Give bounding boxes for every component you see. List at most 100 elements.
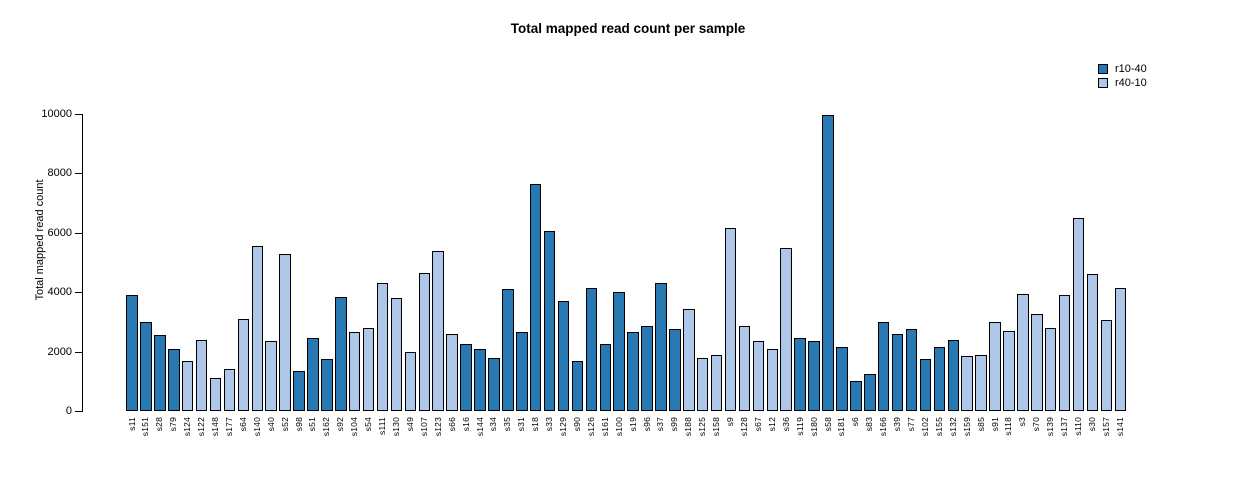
x-axis-label-s125: s125	[697, 417, 708, 437]
bar-s40	[265, 341, 277, 411]
bar-s98	[293, 371, 305, 411]
bar-s79	[168, 349, 180, 411]
x-axis-label-s161: s161	[599, 417, 610, 437]
bar-s139	[1044, 328, 1057, 411]
bar-s51	[307, 338, 319, 411]
bar-s64	[237, 319, 250, 411]
bar-s18	[529, 184, 542, 411]
x-axis-label-s64: s64	[237, 417, 248, 432]
y-tick-label: 6000	[47, 226, 72, 239]
bar-s16	[460, 344, 472, 411]
x-axis-label-s30: s30	[1086, 417, 1097, 432]
x-axis-label-s100: s100	[613, 417, 624, 437]
bar-s6	[850, 381, 862, 411]
bar-s91	[989, 322, 1001, 411]
x-axis-label-s159: s159	[961, 417, 972, 437]
bar-s83	[864, 374, 876, 411]
x-axis-label-s123: s123	[432, 417, 443, 437]
x-axis-label-s28: s28	[154, 417, 165, 432]
x-axis-label-s151: s151	[140, 417, 151, 437]
x-axis-label-s130: s130	[390, 417, 401, 437]
bar-s37	[655, 283, 667, 411]
bar-s128	[738, 326, 751, 411]
x-axis-label-s166: s166	[878, 417, 889, 437]
legend-swatch-r10-40	[1098, 64, 1108, 74]
x-axis-label-s12: s12	[766, 417, 777, 432]
legend: r10-40 r40-10	[1098, 62, 1147, 90]
bar-s158	[710, 355, 723, 411]
bar-s144	[474, 349, 486, 411]
x-axis-label-s107: s107	[418, 417, 429, 437]
bar-s129	[557, 301, 570, 411]
bar-s102	[919, 359, 932, 411]
bar-s110	[1072, 218, 1085, 411]
bar-s141	[1114, 288, 1127, 411]
x-axis-label-s77: s77	[906, 417, 917, 432]
x-axis-label-s67: s67	[752, 417, 763, 432]
bar-s123	[432, 251, 444, 411]
bar-s9	[724, 228, 737, 411]
x-axis-label-s36: s36	[780, 417, 791, 432]
bar-s126	[585, 288, 598, 411]
x-axis-label-s40: s40	[265, 417, 276, 432]
x-axis-label-s37: s37	[655, 417, 666, 432]
x-axis-label-s91: s91	[989, 417, 1000, 432]
x-axis-label-s49: s49	[404, 417, 415, 432]
bar-s148	[209, 378, 222, 411]
x-axis-label-s104: s104	[349, 417, 360, 437]
bar-s180	[808, 341, 820, 411]
bar-s151	[140, 322, 152, 411]
bar-s159	[961, 356, 973, 411]
x-axis-label-s98: s98	[293, 417, 304, 432]
x-axis-label-s177: s177	[223, 417, 234, 437]
x-axis-label-s144: s144	[474, 417, 485, 437]
x-axis-label-s3: s3	[1017, 417, 1028, 427]
x-axis-label-s126: s126	[585, 417, 596, 437]
bar-s104	[348, 332, 361, 411]
bar-s181	[836, 347, 848, 411]
bar-s155	[933, 347, 946, 411]
x-axis-label-s157: s157	[1100, 417, 1111, 437]
x-axis-label-s181: s181	[836, 417, 847, 437]
x-axis-label-s83: s83	[864, 417, 875, 432]
y-tick	[75, 292, 82, 294]
x-axis-label-s99: s99	[669, 417, 680, 432]
x-axis-label-s58: s58	[822, 417, 833, 432]
legend-label-r40-10: r40-10	[1115, 77, 1147, 89]
x-axis-label-s188: s188	[683, 417, 694, 437]
x-axis-label-s11: s11	[126, 417, 137, 431]
bar-s33	[543, 231, 556, 411]
bar-s157	[1100, 320, 1113, 411]
x-axis-label-s180: s180	[808, 417, 819, 437]
bar-s125	[696, 358, 709, 411]
bar-s111	[376, 283, 389, 411]
x-axis-label-s124: s124	[182, 417, 193, 437]
bar-s70	[1031, 314, 1043, 411]
bar-s166	[877, 322, 890, 411]
y-tick	[75, 173, 82, 175]
bar-s130	[390, 298, 403, 411]
y-axis-line	[82, 114, 83, 412]
x-axis-label-s16: s16	[460, 417, 471, 432]
x-axis-label-s6: s6	[850, 417, 861, 427]
x-axis-label-s9: s9	[725, 417, 736, 427]
x-axis-label-s31: s31	[516, 417, 527, 432]
bar-s36	[780, 248, 792, 411]
bar-s3	[1017, 294, 1029, 411]
legend-item-r10-40: r10-40	[1098, 62, 1147, 76]
bar-s85	[975, 355, 987, 411]
bar-s11	[126, 295, 138, 411]
x-axis-label-s129: s129	[558, 417, 569, 437]
x-axis-label-s35: s35	[502, 417, 513, 432]
bar-s12	[766, 349, 779, 411]
y-tick	[75, 232, 82, 234]
bar-s107	[418, 273, 431, 411]
y-tick-label: 2000	[47, 345, 72, 358]
x-axis-label-s162: s162	[321, 417, 332, 437]
x-axis-label-s111: s111	[377, 417, 388, 435]
y-tick-label: 0	[65, 405, 72, 417]
x-axis-label-s19: s19	[627, 417, 638, 432]
x-axis-label-s119: s119	[794, 417, 805, 436]
bar-s99	[669, 329, 681, 411]
